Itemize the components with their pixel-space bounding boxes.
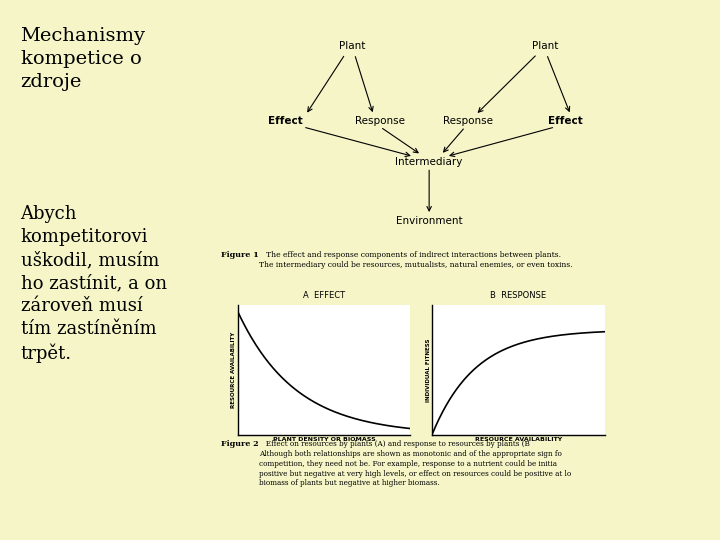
Text: Effect: Effect [548, 117, 583, 126]
Text: Response: Response [443, 117, 492, 126]
Text: Environment: Environment [396, 217, 462, 226]
Text: Effect on resources by plants (A) and response to resources by plants (B
Althoug: Effect on resources by plants (A) and re… [259, 440, 572, 487]
Text: Figure 2: Figure 2 [220, 440, 258, 448]
Y-axis label: RESOURCE AVAILABILITY: RESOURCE AVAILABILITY [231, 332, 236, 408]
X-axis label: PLANT DENSITY OR BIOMASS: PLANT DENSITY OR BIOMASS [273, 437, 375, 442]
Text: Plant: Plant [532, 41, 558, 51]
Text: A  EFFECT: A EFFECT [303, 291, 345, 300]
Text: Effect: Effect [268, 117, 302, 126]
Text: Figure 1: Figure 1 [220, 251, 258, 259]
X-axis label: RESOURCE AVAILABILITY: RESOURCE AVAILABILITY [474, 437, 562, 442]
Text: Mechanismy
kompetice o
zdroje: Mechanismy kompetice o zdroje [20, 27, 145, 91]
Text: Response: Response [355, 117, 405, 126]
Text: B  RESPONSE: B RESPONSE [490, 291, 546, 300]
Text: Plant: Plant [338, 41, 365, 51]
Text: Intermediary: Intermediary [395, 157, 463, 167]
Text: The effect and response components of indirect interactions between plants.
The : The effect and response components of in… [259, 251, 573, 269]
Y-axis label: INDIVIDUAL FITNESS: INDIVIDUAL FITNESS [426, 338, 431, 402]
Text: Abych
kompetitorovi
uškodil, musím
ho zastínit, a on
zároveň musí
tím zastíněním: Abych kompetitorovi uškodil, musím ho za… [20, 205, 166, 363]
